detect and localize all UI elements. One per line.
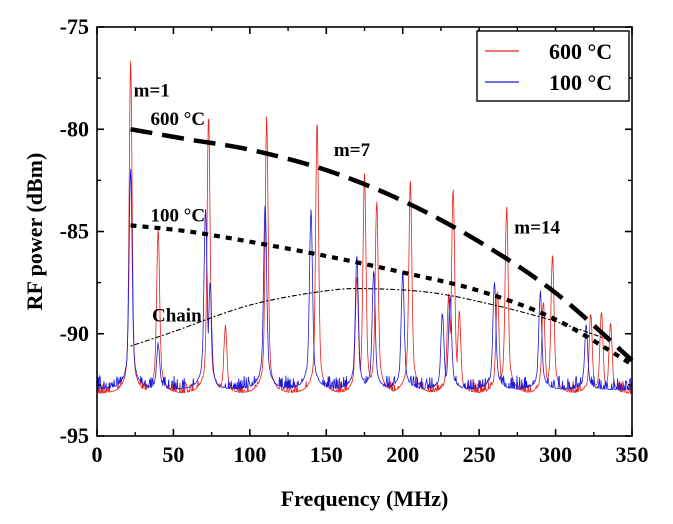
- axes-layer: 0 50 100 150 200 250 300 350 -95 -90 -85 -80 -75 Freq…: [22, 14, 649, 511]
- peak-point: [497, 313, 498, 314]
- peak-point: [448, 317, 449, 318]
- peak-point: [442, 329, 443, 330]
- y-tick-label: -90: [60, 321, 89, 346]
- envelope-600c: [130, 127, 634, 363]
- series-line-100c: [96, 168, 632, 391]
- envelope-layer: [130, 127, 634, 367]
- peak-point: [158, 266, 159, 267]
- peak-point: [373, 296, 374, 297]
- peak-point: [364, 219, 365, 220]
- annotation-label: m=1: [134, 81, 170, 102]
- peak-point: [356, 302, 357, 303]
- y-tick-label: -95: [60, 423, 89, 448]
- x-tick-label: 350: [616, 442, 649, 467]
- legend-box: [476, 30, 630, 102]
- peak-point: [376, 243, 377, 244]
- peak-point: [266, 161, 267, 162]
- series-line-600c: [96, 60, 632, 395]
- peak-point: [205, 247, 206, 248]
- legend: 600 °C 100 °C: [476, 30, 630, 102]
- annotation-label: m=14: [514, 218, 560, 239]
- x-tick-label: 150: [310, 442, 343, 467]
- y-axis-title: RF power (dBm): [22, 153, 47, 311]
- peak-point: [310, 249, 311, 250]
- peak-point: [450, 317, 451, 318]
- peak-point: [459, 329, 460, 330]
- peak-point: [225, 339, 226, 340]
- peak-point: [590, 331, 591, 332]
- peak-point: [586, 339, 587, 340]
- x-tick-label: 50: [162, 442, 184, 467]
- x-tick-label: 300: [539, 442, 572, 467]
- x-tick-label: 250: [463, 442, 496, 467]
- peak-point: [210, 305, 211, 306]
- x-tick-label: 0: [92, 442, 103, 467]
- envelope-100c: [130, 223, 634, 367]
- spectra-layer: [96, 60, 632, 395]
- annotation-label: m=7: [334, 140, 371, 161]
- peak-point: [453, 231, 454, 232]
- peak-point: [543, 321, 544, 322]
- peak-point: [410, 227, 411, 228]
- y-tick-label: -75: [60, 14, 89, 39]
- y-tick-label: -80: [60, 116, 89, 141]
- peak-point: [130, 104, 131, 105]
- x-tick-label: 200: [386, 442, 419, 467]
- peak-point: [506, 247, 507, 248]
- y-tick-label: -85: [60, 219, 89, 244]
- peak-point: [317, 165, 318, 166]
- legend-label: 600 °C: [549, 39, 612, 64]
- x-tick-label: 100: [233, 442, 266, 467]
- peak-point: [130, 212, 131, 213]
- annotation-label: 100 °C: [151, 205, 206, 226]
- annotation-label: 600 °C: [151, 109, 206, 130]
- peak-point: [158, 354, 159, 355]
- annotation-label: Chain: [152, 305, 202, 326]
- legend-label: 100 °C: [549, 70, 612, 95]
- envelope-chain: [130, 287, 610, 347]
- x-axis-title: Frequency (MHz): [281, 486, 449, 511]
- annotation-layer: m=1 600 °C m=7 100 °C m=14 Chain: [134, 81, 561, 327]
- peak-point: [208, 159, 209, 160]
- peak-point: [552, 284, 553, 285]
- peak-point: [402, 298, 403, 299]
- peak-point: [356, 284, 357, 285]
